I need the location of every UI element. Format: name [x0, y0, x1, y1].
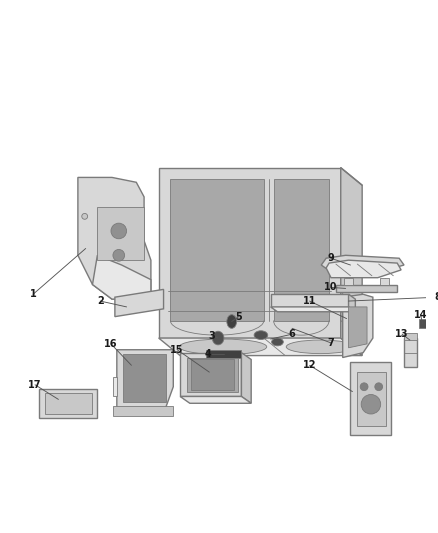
Circle shape: [360, 383, 368, 391]
Ellipse shape: [227, 314, 237, 328]
Polygon shape: [123, 353, 166, 402]
Text: 11: 11: [303, 296, 316, 306]
Text: 17: 17: [28, 380, 42, 390]
Polygon shape: [113, 377, 117, 397]
Polygon shape: [404, 338, 417, 367]
Polygon shape: [206, 350, 241, 358]
Polygon shape: [39, 389, 97, 418]
Ellipse shape: [179, 339, 267, 354]
Text: 16: 16: [104, 339, 118, 349]
Polygon shape: [336, 285, 397, 292]
Polygon shape: [341, 168, 362, 356]
Text: 3: 3: [209, 331, 215, 341]
Polygon shape: [92, 255, 151, 299]
Ellipse shape: [212, 331, 224, 345]
Text: 14: 14: [414, 310, 427, 320]
Polygon shape: [191, 359, 233, 390]
Polygon shape: [350, 362, 392, 435]
Polygon shape: [321, 255, 404, 272]
Polygon shape: [349, 307, 367, 348]
Polygon shape: [274, 180, 329, 320]
Polygon shape: [117, 350, 173, 408]
Circle shape: [111, 223, 127, 239]
Circle shape: [361, 394, 381, 414]
Polygon shape: [187, 358, 237, 392]
Circle shape: [375, 383, 383, 391]
Polygon shape: [241, 353, 251, 403]
Text: 12: 12: [303, 360, 316, 370]
Text: 9: 9: [328, 253, 334, 263]
Polygon shape: [180, 397, 251, 403]
Text: 10: 10: [324, 282, 338, 293]
Circle shape: [82, 213, 88, 219]
Polygon shape: [271, 307, 355, 312]
Ellipse shape: [348, 337, 365, 347]
Text: 15: 15: [170, 345, 184, 355]
Text: 5: 5: [235, 312, 242, 321]
Polygon shape: [45, 393, 92, 414]
Polygon shape: [419, 319, 427, 328]
Polygon shape: [97, 207, 144, 260]
Polygon shape: [380, 278, 389, 285]
Text: 6: 6: [289, 329, 296, 339]
Polygon shape: [357, 372, 385, 426]
Text: 1: 1: [30, 289, 36, 299]
Polygon shape: [113, 406, 173, 416]
Text: 13: 13: [396, 329, 409, 339]
Polygon shape: [115, 289, 163, 317]
Polygon shape: [404, 333, 417, 340]
Ellipse shape: [254, 331, 268, 340]
Polygon shape: [271, 294, 349, 307]
Polygon shape: [326, 260, 401, 278]
Polygon shape: [159, 338, 362, 356]
Polygon shape: [159, 168, 341, 338]
Text: 8: 8: [434, 292, 438, 302]
Polygon shape: [170, 180, 264, 320]
Polygon shape: [180, 353, 241, 397]
Polygon shape: [343, 294, 373, 358]
Polygon shape: [78, 177, 151, 299]
Text: 4: 4: [205, 349, 212, 359]
Polygon shape: [349, 294, 355, 312]
Ellipse shape: [272, 338, 283, 346]
Text: 2: 2: [97, 296, 104, 306]
Ellipse shape: [286, 340, 354, 353]
Circle shape: [113, 249, 125, 261]
Polygon shape: [344, 278, 353, 285]
Text: 7: 7: [328, 338, 334, 348]
